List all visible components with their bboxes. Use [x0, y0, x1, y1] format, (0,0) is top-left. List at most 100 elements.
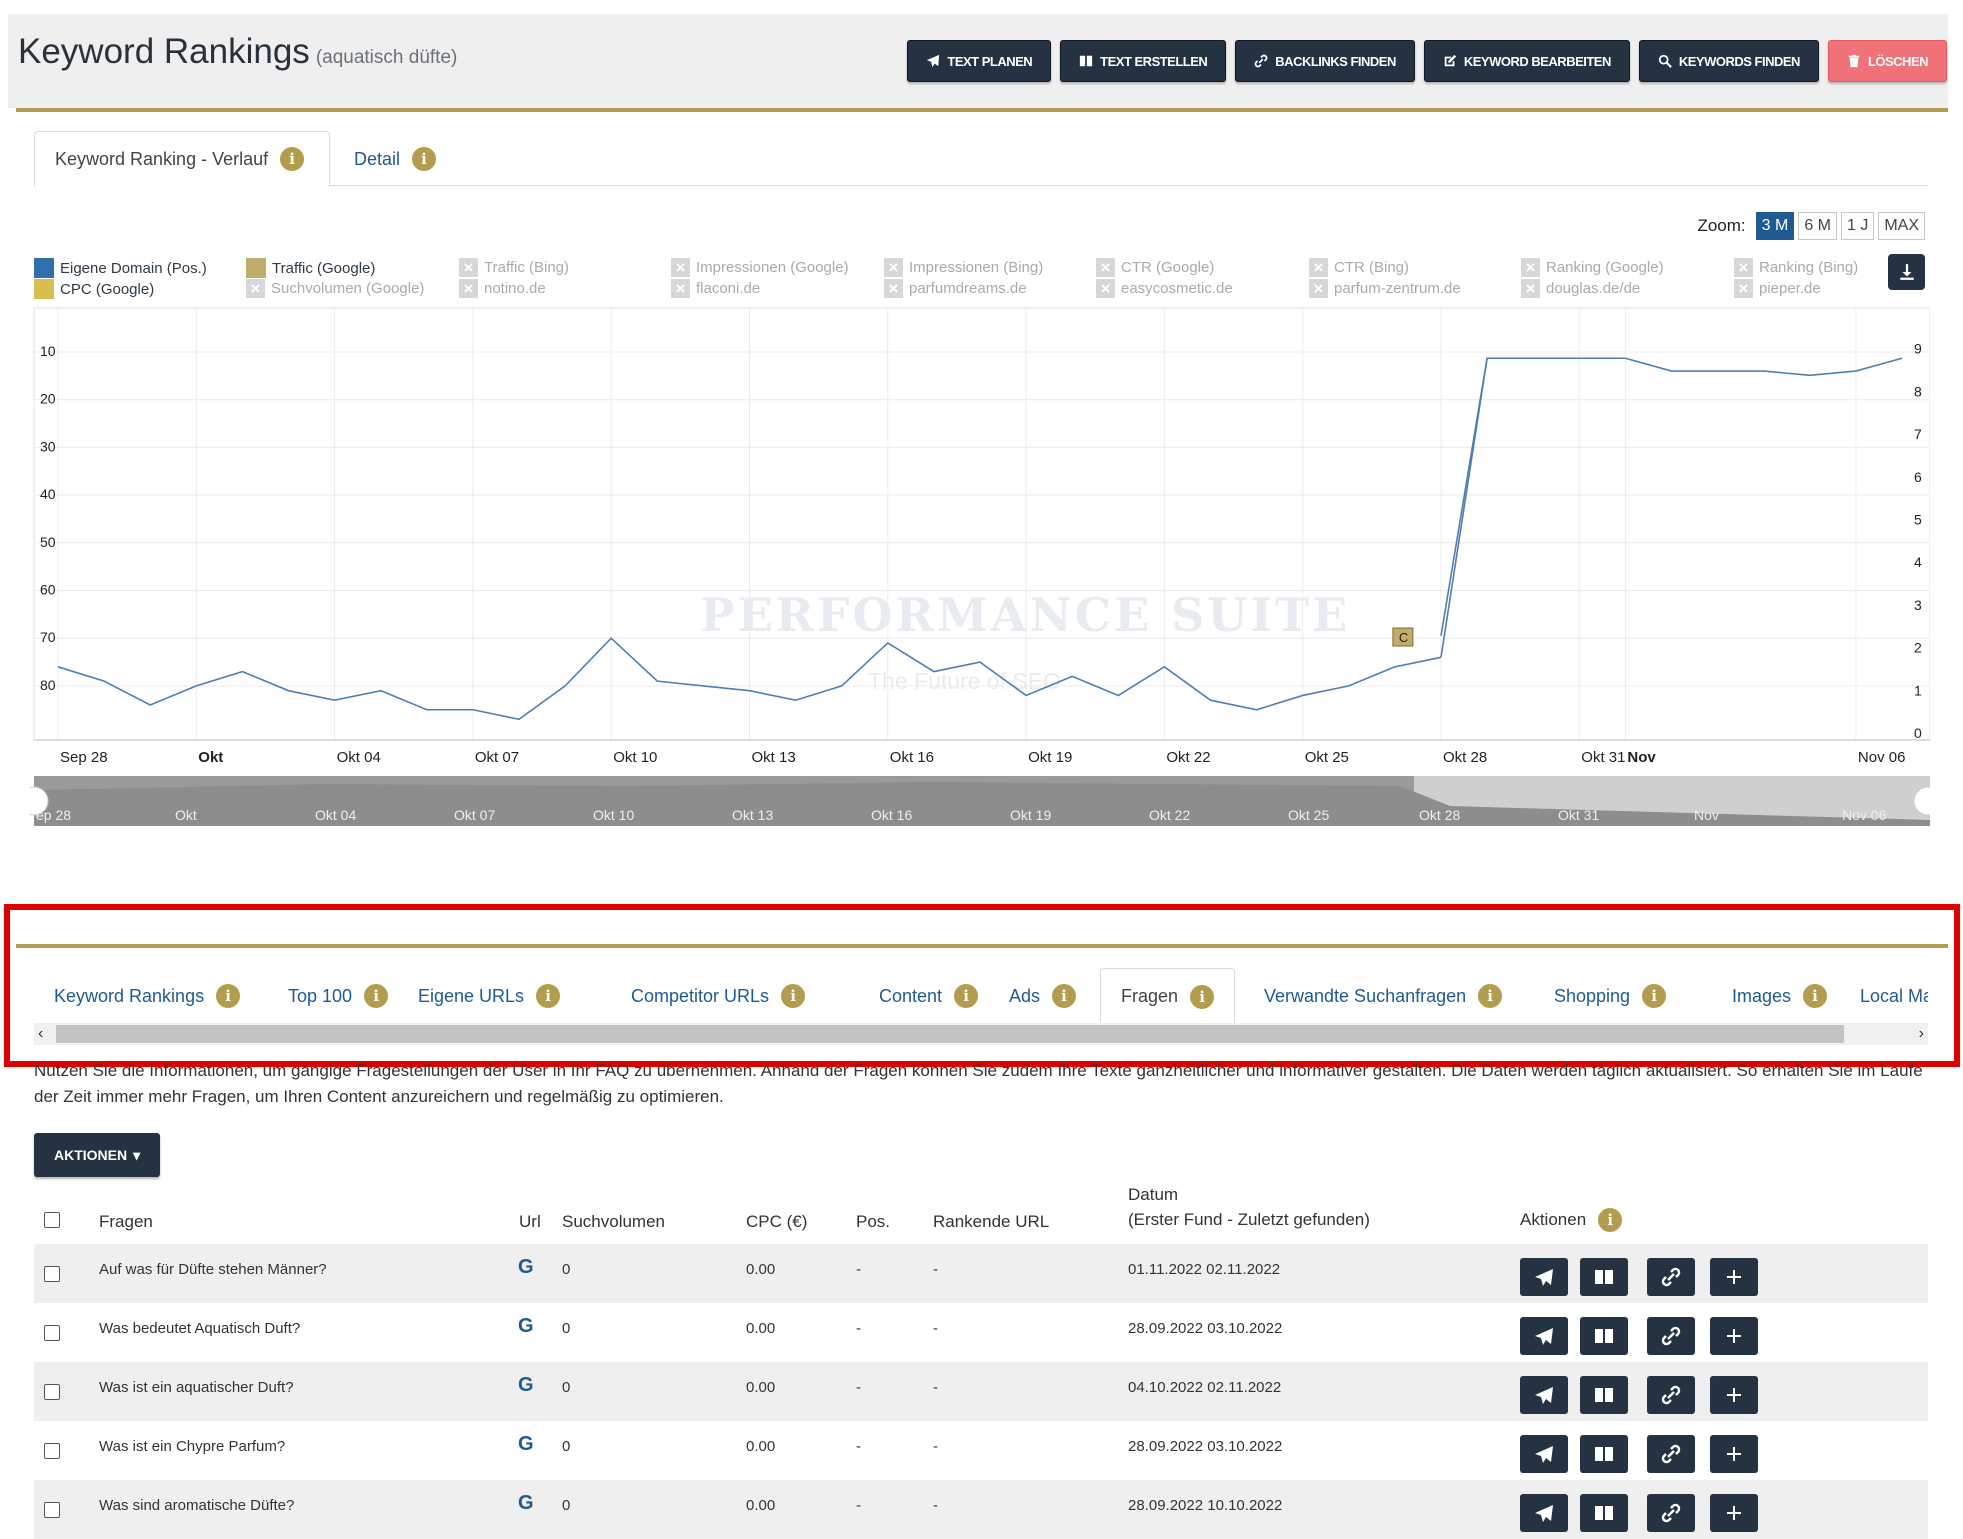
tab-eigene-urls[interactable]: Eigene URLs i: [398, 968, 580, 1024]
legend-item[interactable]: × Suchvolumen (Google): [246, 279, 424, 298]
send-to-planer-button[interactable]: [1520, 1494, 1568, 1532]
find-backlinks-button[interactable]: [1647, 1376, 1695, 1414]
tab-scrollbar[interactable]: ‹ ›: [34, 1023, 1928, 1045]
legend-item[interactable]: × Ranking (Bing): [1734, 258, 1858, 277]
text-planen-button[interactable]: TEXT PLANEN: [907, 40, 1052, 82]
info-icon[interactable]: i: [280, 147, 305, 171]
info-icon[interactable]: i: [1642, 984, 1667, 1008]
legend-item[interactable]: × easycosmetic.de: [1096, 279, 1233, 298]
legend-item[interactable]: × Ranking (Google): [1521, 258, 1664, 277]
backlinks-finden-button[interactable]: BACKLINKS FINDEN: [1235, 40, 1415, 82]
info-icon[interactable]: i: [1478, 984, 1503, 1008]
google-icon[interactable]: G: [518, 1315, 534, 1337]
legend-item[interactable]: × notino.de: [459, 279, 546, 298]
send-to-planer-button[interactable]: [1520, 1435, 1568, 1473]
tab-keyword-rankings[interactable]: Keyword Rankings i: [34, 968, 260, 1024]
keywords-finden-button[interactable]: KEYWORDS FINDEN: [1638, 40, 1819, 82]
google-icon[interactable]: G: [518, 1433, 534, 1455]
paper-plane-icon: [1535, 1387, 1553, 1404]
find-backlinks-button[interactable]: [1647, 1494, 1695, 1532]
tab-content[interactable]: Content i: [859, 968, 998, 1024]
tab-ads[interactable]: Ads i: [989, 968, 1096, 1024]
send-to-planer-button[interactable]: [1520, 1317, 1568, 1355]
col-fragen[interactable]: Fragen: [99, 1212, 153, 1231]
select-all-checkbox[interactable]: [44, 1212, 60, 1228]
legend-item[interactable]: × parfumdreams.de: [884, 279, 1027, 298]
legend-item[interactable]: × CTR (Google): [1096, 258, 1214, 277]
scroll-right-icon[interactable]: ›: [1918, 1025, 1924, 1042]
y-right-tick-label: 7: [1914, 426, 1922, 442]
col-suchvolumen[interactable]: Suchvolumen: [562, 1212, 666, 1231]
add-button[interactable]: [1710, 1435, 1758, 1473]
tab-verwandte-suchanfragen[interactable]: Verwandte Suchanfragen i: [1244, 968, 1522, 1024]
info-icon[interactable]: i: [1598, 1208, 1623, 1232]
send-to-planer-button[interactable]: [1520, 1258, 1568, 1296]
info-icon[interactable]: i: [1052, 984, 1077, 1008]
legend-item[interactable]: × parfum-zentrum.de: [1309, 279, 1461, 298]
row-checkbox[interactable]: [44, 1502, 60, 1518]
add-button[interactable]: [1710, 1317, 1758, 1355]
legend-item[interactable]: × CTR (Bing): [1309, 258, 1409, 277]
google-icon[interactable]: G: [518, 1374, 534, 1396]
add-button[interactable]: [1710, 1494, 1758, 1532]
info-icon[interactable]: i: [1190, 984, 1215, 1009]
legend-item[interactable]: CPC (Google): [34, 279, 154, 299]
tab-competitor-urls[interactable]: Competitor URLs i: [611, 968, 825, 1024]
zoom-6m-button[interactable]: 6 M: [1798, 212, 1837, 240]
create-text-button[interactable]: [1580, 1435, 1628, 1473]
zoom-max-button[interactable]: MAX: [1878, 212, 1925, 240]
info-icon[interactable]: i: [954, 984, 979, 1008]
tab-images[interactable]: Images i: [1712, 968, 1847, 1024]
tab-top-100[interactable]: Top 100 i: [268, 968, 408, 1024]
tab-local-ma[interactable]: Local Ma: [1860, 985, 1928, 1006]
legend-item[interactable]: Traffic (Google): [246, 258, 375, 278]
row-checkbox[interactable]: [44, 1443, 60, 1459]
zoom-1j-button[interactable]: 1 J: [1840, 212, 1875, 240]
scroll-left-icon[interactable]: ‹: [38, 1025, 44, 1042]
col-url[interactable]: Url: [519, 1212, 541, 1231]
col-cpc[interactable]: CPC (€): [746, 1212, 808, 1231]
scrollbar-thumb[interactable]: [56, 1025, 1844, 1043]
tab-fragen[interactable]: Fragen i: [1100, 968, 1236, 1024]
legend-item[interactable]: × flaconi.de: [671, 279, 760, 298]
info-icon[interactable]: i: [781, 984, 806, 1008]
create-text-button[interactable]: [1580, 1494, 1628, 1532]
legend-item[interactable]: Eigene Domain (Pos.): [34, 258, 207, 278]
keyword-bearbeiten-button[interactable]: KEYWORD BEARBEITEN: [1423, 40, 1630, 82]
add-button[interactable]: [1710, 1258, 1758, 1296]
row-checkbox[interactable]: [44, 1384, 60, 1400]
legend-item[interactable]: × Impressionen (Bing): [884, 258, 1043, 277]
find-backlinks-button[interactable]: [1647, 1317, 1695, 1355]
col-rankende-url[interactable]: Rankende URL: [933, 1212, 1050, 1231]
tab-detail[interactable]: Detail i: [334, 131, 456, 187]
info-icon[interactable]: i: [364, 984, 389, 1008]
send-to-planer-button[interactable]: [1520, 1376, 1568, 1414]
add-button[interactable]: [1710, 1376, 1758, 1414]
row-checkbox[interactable]: [44, 1266, 60, 1282]
text-erstellen-button[interactable]: TEXT ERSTELLEN: [1060, 40, 1227, 82]
create-text-button[interactable]: [1580, 1317, 1628, 1355]
tab-shopping[interactable]: Shopping i: [1534, 968, 1686, 1024]
info-icon[interactable]: i: [536, 984, 561, 1008]
info-icon[interactable]: i: [1803, 984, 1828, 1008]
create-text-button[interactable]: [1580, 1376, 1628, 1414]
find-backlinks-button[interactable]: [1647, 1435, 1695, 1473]
find-backlinks-button[interactable]: [1647, 1258, 1695, 1296]
loeschen-button[interactable]: LÖSCHEN: [1827, 40, 1947, 82]
legend-item[interactable]: × Traffic (Bing): [459, 258, 569, 277]
row-checkbox[interactable]: [44, 1325, 60, 1341]
info-icon[interactable]: i: [412, 147, 437, 171]
create-text-button[interactable]: [1580, 1258, 1628, 1296]
info-icon[interactable]: i: [216, 984, 241, 1008]
zoom-3m-button[interactable]: 3 M: [1755, 212, 1795, 240]
legend-item[interactable]: × Impressionen (Google): [671, 258, 849, 277]
legend-item[interactable]: × douglas.de/de: [1521, 279, 1640, 298]
google-icon[interactable]: G: [518, 1492, 534, 1514]
aktionen-dropdown-button[interactable]: AKTIONEN ▾: [34, 1133, 161, 1177]
download-chart-button[interactable]: [1888, 254, 1925, 290]
col-pos[interactable]: Pos.: [856, 1212, 891, 1231]
google-icon[interactable]: G: [518, 1256, 534, 1278]
legend-item[interactable]: × pieper.de: [1734, 279, 1821, 298]
tab-keyword-ranking-verlauf[interactable]: Keyword Ranking - Verlauf i: [34, 131, 330, 187]
col-datum[interactable]: Datum (Erster Fund - Zuletzt gefunden): [1128, 1185, 1370, 1229]
